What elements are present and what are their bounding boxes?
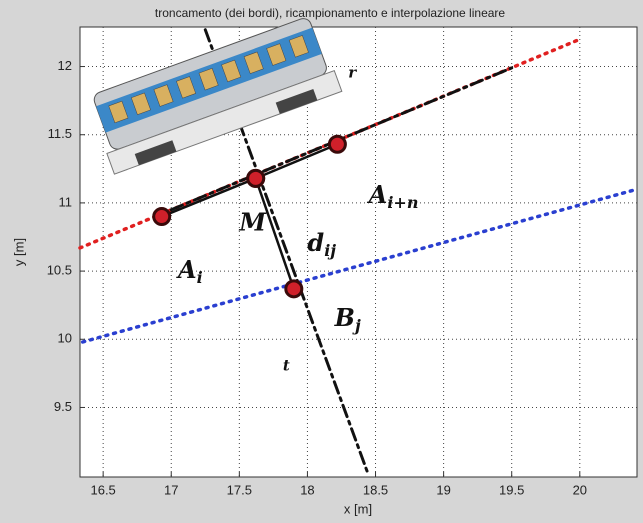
point-marker (154, 209, 170, 225)
chart: troncamento (dei bordi), ricampionamento… (0, 0, 643, 523)
x-tick-label: 19.5 (499, 482, 524, 497)
annotation-text: A (367, 180, 388, 209)
point-marker (248, 170, 264, 186)
chart-title: troncamento (dei bordi), ricampionamento… (155, 6, 506, 20)
x-tick-label: 18 (300, 482, 314, 497)
annotation-subscript: i (197, 268, 203, 287)
annotation-text: t (283, 357, 290, 375)
y-tick-label: 11 (59, 194, 73, 209)
x-tick-label: 17 (164, 482, 178, 497)
point-marker (329, 136, 345, 152)
y-tick-label: 12 (58, 58, 72, 73)
x-tick-label: 19 (436, 482, 450, 497)
annotation-subscript: i+n (387, 193, 418, 212)
annotation-text: r (348, 63, 357, 81)
x-axis-label: x [m] (344, 501, 372, 516)
annotation: M (238, 207, 267, 236)
x-tick-label: 17.5 (227, 482, 252, 497)
annotation-text: d (307, 227, 324, 256)
y-tick-label: 11.5 (48, 126, 72, 141)
annotation-text: A (176, 255, 197, 284)
y-tick-label: 10 (58, 331, 72, 346)
x-tick-label: 20 (573, 482, 587, 497)
x-tick-label: 16.5 (90, 482, 115, 497)
annotation: r (348, 63, 357, 81)
y-axis-label: y [m] (11, 238, 26, 266)
annotation-text: B (334, 302, 355, 331)
y-tick-label: 10.5 (47, 263, 72, 278)
point-marker (286, 281, 302, 297)
y-tick-label: 9.5 (54, 399, 72, 414)
x-tick-label: 18.5 (363, 482, 388, 497)
annotation: t (283, 357, 290, 375)
annotation-text: M (238, 207, 267, 236)
annotation-subscript: ij (324, 240, 336, 259)
